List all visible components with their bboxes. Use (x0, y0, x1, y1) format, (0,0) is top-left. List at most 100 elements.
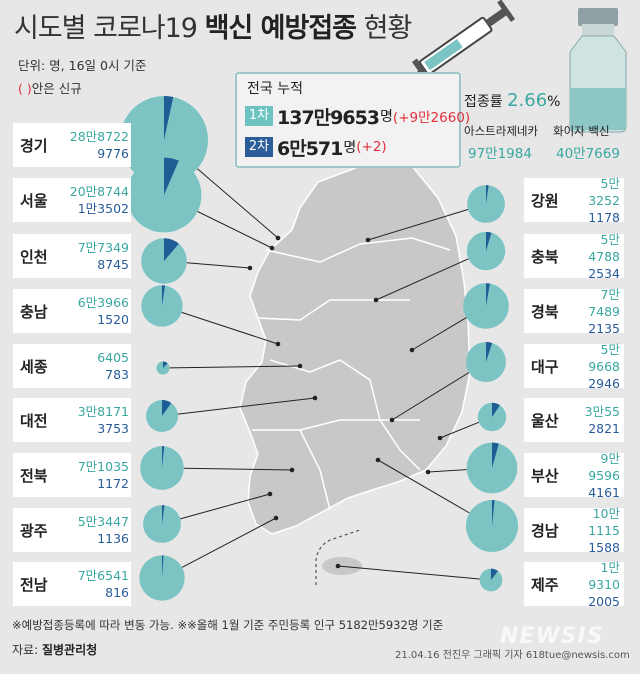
watermark: NEWSIS (500, 624, 604, 649)
region-name: 충남 (20, 302, 48, 321)
paren-note: ( )안은 신규 (18, 81, 82, 96)
region-card-sejong: 세종 6405 783 (13, 344, 131, 388)
pie-second-dose-광주 (162, 505, 165, 524)
region-card-busan: 부산 9만9596 4161 (524, 451, 624, 500)
leader-line (367, 209, 469, 241)
pie-second-dose-경기 (164, 95, 174, 140)
second-dose-count: 1178 (588, 209, 620, 225)
region-name: 경기 (20, 136, 48, 155)
region-name: 부산 (531, 466, 559, 485)
pie-second-dose-경북 (486, 283, 490, 306)
region-name: 광주 (20, 521, 48, 540)
first-dose-count: 5만9668 (588, 341, 620, 374)
leader-dot (373, 297, 379, 303)
second-dose-count: 2135 (588, 320, 620, 336)
first-dose-count: 10만1115 (588, 505, 620, 538)
az-value: 97만1984 (468, 146, 532, 162)
region-card-daejeon: 대전 3만8171 3753 (13, 398, 131, 442)
leader-dot (247, 265, 253, 271)
national-title: 전국 누적 (247, 81, 303, 97)
leader-dot (365, 237, 371, 243)
leader-dot (409, 347, 415, 353)
leader-dot (312, 395, 318, 401)
leader-dot (437, 435, 443, 441)
leader-dot (273, 515, 279, 521)
second-dose-count: 3753 (97, 421, 129, 436)
second-dose-change: (+2) (356, 139, 387, 155)
pfizer-label: 화이자 백신 (553, 124, 610, 138)
first-dose-count: 7만7489 (588, 286, 620, 319)
province-border (379, 419, 421, 471)
first-dose-count: 3만55 (584, 404, 620, 419)
leader-line (411, 317, 467, 351)
second-dose-count: 1172 (97, 476, 129, 491)
leader-line (186, 262, 251, 269)
leader-line (177, 397, 316, 415)
leader-dot (389, 417, 395, 423)
region-card-gwangju: 광주 5만3447 1136 (13, 508, 131, 552)
leader-dot (297, 363, 303, 369)
second-dose-count: 1만3502 (77, 201, 129, 216)
second-dose-unit: 명 (343, 140, 357, 156)
pie-second-dose-충북 (486, 231, 492, 251)
leader-dot (425, 469, 431, 475)
leader-dot (335, 563, 341, 569)
leader-line (377, 459, 470, 514)
leader-line (197, 211, 273, 249)
region-card-incheon: 인천 7만7349 8745 (13, 234, 131, 278)
region-name: 대전 (20, 411, 48, 430)
region-name: 강원 (531, 191, 559, 210)
leader-dot (269, 245, 275, 251)
second-dose-count: 1520 (97, 312, 129, 327)
pie-second-dose-울산 (492, 402, 500, 417)
second-dose-count: 2534 (588, 265, 620, 281)
leader-line (181, 311, 279, 345)
korea-map (239, 157, 471, 585)
pie-second-dose-충남 (162, 285, 166, 306)
region-name: 경북 (531, 302, 559, 321)
province-border (269, 359, 381, 421)
second-dose-count: 2946 (588, 375, 620, 391)
pie-second-dose-경남 (492, 499, 495, 526)
jeju-separator (315, 529, 361, 585)
first-dose-count: 5만4788 (588, 231, 620, 264)
first-dose-count: 3만8171 (77, 404, 129, 419)
pie-second-dose-전북 (162, 446, 165, 468)
first-dose-change: (+9만2660) (392, 110, 471, 126)
region-card-gyeongbuk: 경북 7만7489 2135 (524, 286, 624, 336)
source: 자료: 질병관리청 (12, 643, 98, 657)
second-dose-count: 816 (105, 585, 129, 600)
second-dose-count: 1136 (97, 531, 129, 546)
region-name: 서울 (20, 191, 48, 210)
leader-line (439, 421, 479, 439)
province-border (257, 299, 410, 321)
second-dose-count: 2005 (588, 593, 620, 609)
second-dose-count: 2821 (588, 421, 620, 436)
pie-second-dose-대전 (162, 400, 172, 416)
leader-lines (169, 168, 480, 580)
az-label: 아스트라제네카 (464, 124, 539, 138)
province-border (265, 237, 451, 263)
region-name: 제주 (531, 575, 559, 594)
unit-note: 단위: 명, 16일 0시 기준 (18, 58, 147, 73)
second-dose-count: 1588 (588, 539, 620, 555)
region-card-daegu: 대구 5만9668 2946 (524, 341, 624, 391)
credit: 21.04.16 전진우 그래픽 기자 618tue@newsis.com (395, 650, 630, 661)
region-name: 세종 (20, 357, 48, 376)
region-name: 인천 (20, 247, 48, 266)
second-dose-value: 6만571 (277, 137, 343, 160)
pie-second-dose-대구 (486, 341, 493, 362)
leader-line (197, 168, 279, 239)
region-card-jeonbuk: 전북 7만1035 1172 (13, 453, 131, 497)
pie-second-dose-강원 (486, 185, 489, 204)
first-dose-row: 1차 137만9653 명 (+9만2660) (245, 105, 471, 129)
leader-dot (375, 457, 381, 463)
pie-second-dose-인천 (164, 238, 179, 261)
second-dose-count: 9776 (97, 146, 129, 161)
region-name: 전북 (20, 466, 48, 485)
first-dose-count: 20만8744 (69, 184, 129, 199)
pie-second-dose-세종 (163, 361, 168, 368)
first-dose-count: 6405 (97, 350, 129, 365)
region-card-chungnam: 충남 6만3966 1520 (13, 289, 131, 333)
